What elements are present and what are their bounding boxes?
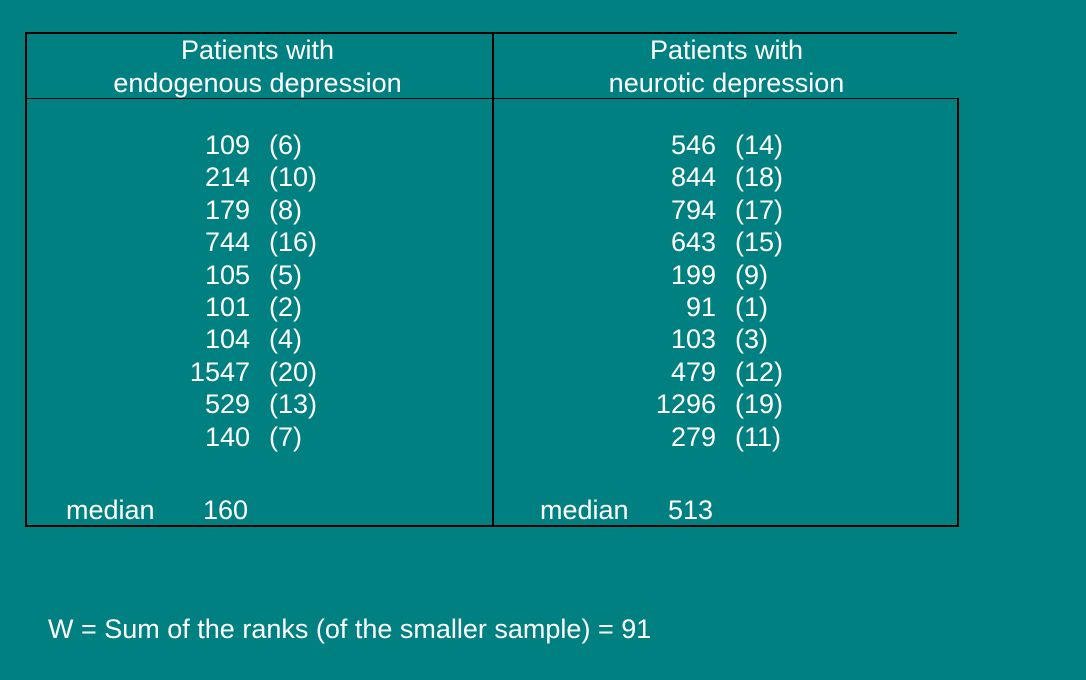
value-cell: 794: [670, 194, 716, 225]
value-cell: 91: [685, 291, 716, 322]
value-cell: 546: [670, 130, 716, 160]
value-cell: 109: [204, 130, 250, 160]
column-header-neurotic: Patients with neurotic depression: [494, 34, 959, 100]
rank-cell: (15): [735, 227, 784, 258]
value-cell: 279: [670, 421, 716, 452]
column-header-line2: neurotic depression: [608, 68, 845, 98]
rank-cell: (16): [269, 227, 318, 258]
value-cell: 844: [670, 162, 716, 193]
table-left-border: [25, 32, 27, 527]
table-right-border: [957, 98, 959, 527]
column-header-endogenous: Patients with endogenous depression: [25, 34, 490, 100]
value-cell: 140: [204, 421, 250, 452]
column-header-line1: Patients with: [180, 35, 335, 65]
rank-cell: (9): [735, 259, 768, 290]
value-cell: 1296: [655, 389, 716, 420]
value-cell: 744: [204, 227, 250, 258]
rank-cell: (2): [269, 291, 302, 322]
table-header-divider: [25, 98, 959, 99]
table-column-divider: [492, 32, 494, 527]
value-cell: 479: [670, 356, 716, 387]
table-top-border: [25, 32, 957, 34]
value-cell: 101: [204, 291, 250, 322]
value-cell: 104: [204, 324, 250, 355]
rank-cell: (17): [735, 194, 784, 225]
median-value-endogenous: 160: [203, 495, 249, 525]
column-header-line1: Patients with: [649, 35, 804, 65]
value-cell: 103: [670, 324, 716, 355]
value-cell: 643: [670, 227, 716, 258]
value-cell: 1547: [189, 356, 250, 387]
rank-cell: (13): [269, 389, 318, 420]
w-statistic-line: W = Sum of the ranks (of the smaller sam…: [48, 614, 652, 644]
rank-cell: (7): [269, 421, 302, 452]
median-label-neurotic: median: [540, 495, 629, 525]
rank-cell: (18): [735, 162, 784, 193]
median-value-neurotic: 513: [668, 495, 714, 525]
ranks-table: Patients with endogenous depression Pati…: [25, 32, 959, 527]
column-header-line2: endogenous depression: [113, 68, 402, 98]
rank-cell: (12): [735, 356, 784, 387]
rank-cell: (11): [735, 421, 782, 452]
rank-cell: (3): [735, 324, 768, 355]
value-cell: 529: [204, 389, 250, 420]
rank-cell: (4): [269, 324, 302, 355]
rank-cell: (20): [269, 356, 318, 387]
value-cell: 179: [204, 194, 250, 225]
rank-cell: (6): [269, 130, 302, 160]
value-cell: 105: [204, 259, 250, 290]
rank-cell: (10): [269, 162, 318, 193]
value-cell: 214: [204, 162, 250, 193]
rank-cell: (19): [735, 389, 784, 420]
rank-cell: (1): [735, 291, 768, 322]
rank-cell: (5): [269, 259, 302, 290]
value-cell: 199: [670, 259, 716, 290]
rank-cell: (14): [735, 130, 784, 160]
median-label-endogenous: median: [66, 495, 155, 525]
rank-cell: (8): [269, 194, 302, 225]
